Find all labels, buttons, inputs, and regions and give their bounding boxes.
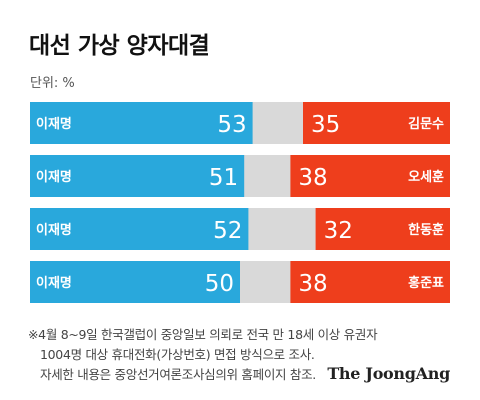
bar-left-segment bbox=[30, 102, 253, 144]
bar-left-segment bbox=[30, 208, 249, 250]
bar-right-segment bbox=[303, 102, 450, 144]
left-value-label: 53 bbox=[217, 112, 246, 138]
brand-logo: The JoongAng bbox=[327, 364, 450, 383]
category-label: 오세훈 bbox=[408, 169, 444, 185]
left-value-label: 50 bbox=[205, 271, 234, 297]
category-label: 한동훈 bbox=[408, 222, 444, 238]
footnote-line-3: 자세한 내용은 중앙선거여론조사심의위 홈페이지 참조. bbox=[40, 367, 316, 382]
bar-right-segment bbox=[290, 261, 450, 303]
category-label: 홍준표 bbox=[408, 275, 444, 291]
left-series-label: 이재명 bbox=[36, 169, 72, 185]
footnote-line-1: ※4월 8~9일 한국갤럽이 중앙일보 의뢰로 전국 만 18세 이상 유권자 bbox=[28, 327, 378, 342]
chart-title: 대선 가상 양자대결 bbox=[29, 33, 210, 59]
left-value-label: 52 bbox=[213, 218, 242, 244]
left-series-label: 이재명 bbox=[36, 222, 72, 238]
bar-left-segment bbox=[30, 261, 240, 303]
bar-right-segment bbox=[290, 155, 450, 197]
category-label: 김문수 bbox=[408, 117, 444, 132]
left-value-label: 51 bbox=[209, 165, 238, 191]
left-series-label: 이재명 bbox=[36, 116, 72, 132]
right-value-label: 32 bbox=[324, 218, 353, 244]
footnote-line-2: 1004명 대상 휴대전화(가상번호) 면접 방식으로 조사. bbox=[40, 347, 315, 362]
right-value-label: 35 bbox=[311, 112, 340, 138]
unit-label: 단위: % bbox=[30, 76, 75, 91]
right-value-label: 38 bbox=[298, 165, 327, 191]
footnote: ※4월 8~9일 한국갤럽이 중앙일보 의뢰로 전국 만 18세 이상 유권자 … bbox=[28, 325, 378, 385]
left-series-label: 이재명 bbox=[36, 275, 72, 291]
bar-right-segment bbox=[315, 208, 450, 250]
right-value-label: 38 bbox=[298, 271, 327, 297]
bar-left-segment bbox=[30, 155, 245, 197]
